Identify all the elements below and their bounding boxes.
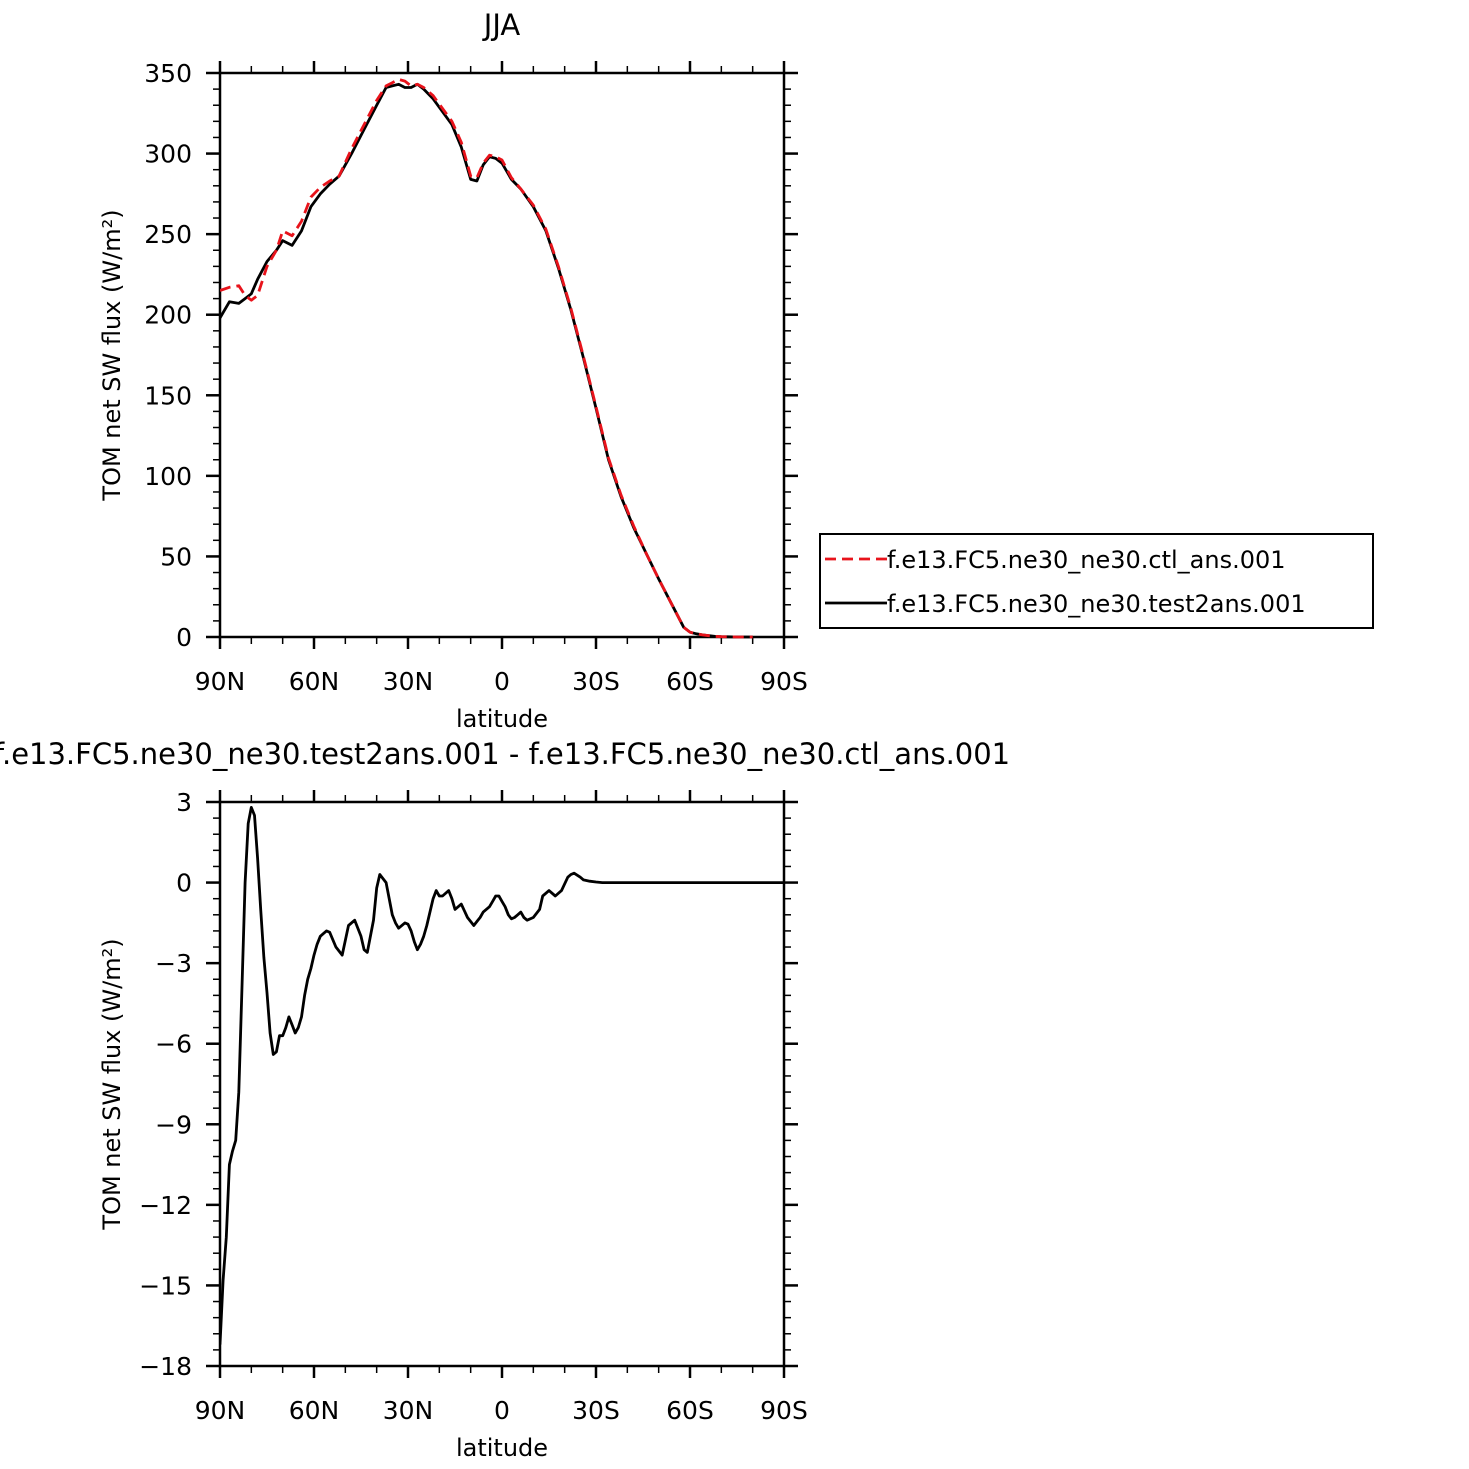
plot-frame bbox=[218, 800, 786, 1368]
series-line bbox=[220, 78, 753, 639]
y-tick-label: 300 bbox=[144, 140, 192, 169]
y-tick-label: −3 bbox=[155, 949, 192, 978]
plot-title: JJA bbox=[482, 8, 521, 42]
x-tick-label: 30N bbox=[383, 667, 434, 696]
y-tick-label: 250 bbox=[144, 220, 192, 249]
series-line bbox=[220, 82, 753, 639]
y-tick-label: 350 bbox=[144, 59, 192, 88]
y-tick-label: −12 bbox=[139, 1191, 192, 1220]
y-axis-label: TOM net SW flux (W/m²) bbox=[98, 938, 126, 1230]
y-tick-label: 0 bbox=[176, 623, 192, 652]
x-tick-label: 0 bbox=[494, 1396, 510, 1425]
x-tick-label: 60S bbox=[666, 667, 714, 696]
x-tick-label: 90S bbox=[760, 667, 808, 696]
y-tick-label: −18 bbox=[139, 1352, 192, 1381]
y-tick-label: 200 bbox=[144, 301, 192, 330]
x-axis-label: latitude bbox=[456, 1434, 548, 1462]
y-tick-label: −6 bbox=[155, 1030, 192, 1059]
y-tick-label: 0 bbox=[176, 869, 192, 898]
x-axis-label: latitude bbox=[456, 705, 548, 733]
x-tick-label: 0 bbox=[494, 667, 510, 696]
x-tick-label: 90S bbox=[760, 1396, 808, 1425]
plot-frame bbox=[218, 71, 786, 639]
x-tick-label: 90N bbox=[195, 667, 246, 696]
y-tick-label: −15 bbox=[139, 1271, 192, 1300]
y-tick-label: 100 bbox=[144, 462, 192, 491]
y-tick-label: 150 bbox=[144, 381, 192, 410]
bottom-panel: f.e13.FC5.ne30_ne30.test2ans.001 - f.e13… bbox=[0, 737, 1010, 1462]
x-tick-label: 60N bbox=[289, 667, 340, 696]
x-tick-label: 90N bbox=[195, 1396, 246, 1425]
series-line bbox=[220, 806, 784, 1345]
y-tick-label: 50 bbox=[160, 542, 192, 571]
y-tick-label: 3 bbox=[176, 788, 192, 817]
x-tick-label: 30S bbox=[572, 667, 620, 696]
legend: f.e13.FC5.ne30_ne30.ctl_ans.001 f.e13.FC5… bbox=[819, 533, 1374, 629]
legend-entry: f.e13.FC5.ne30_ne30.ctl_ans.001 bbox=[887, 546, 1286, 574]
x-tick-label: 60S bbox=[666, 1396, 714, 1425]
x-tick-label: 30S bbox=[572, 1396, 620, 1425]
top-panel: JJA 90N 60N 30N 0 30S 60S 90S 0 50 100 150 200 250 300… bbox=[98, 8, 808, 733]
legend-entry: f.e13.FC5.ne30_ne30.test2ans.001 bbox=[887, 590, 1306, 618]
x-tick-label: 60N bbox=[289, 1396, 340, 1425]
y-axis-label: TOM net SW flux (W/m²) bbox=[98, 209, 126, 501]
legend-box bbox=[819, 533, 1374, 629]
x-tick-label: 30N bbox=[383, 1396, 434, 1425]
plot-title: f.e13.FC5.ne30_ne30.test2ans.001 - f.e13… bbox=[0, 737, 1010, 771]
y-tick-label: −9 bbox=[155, 1110, 192, 1139]
